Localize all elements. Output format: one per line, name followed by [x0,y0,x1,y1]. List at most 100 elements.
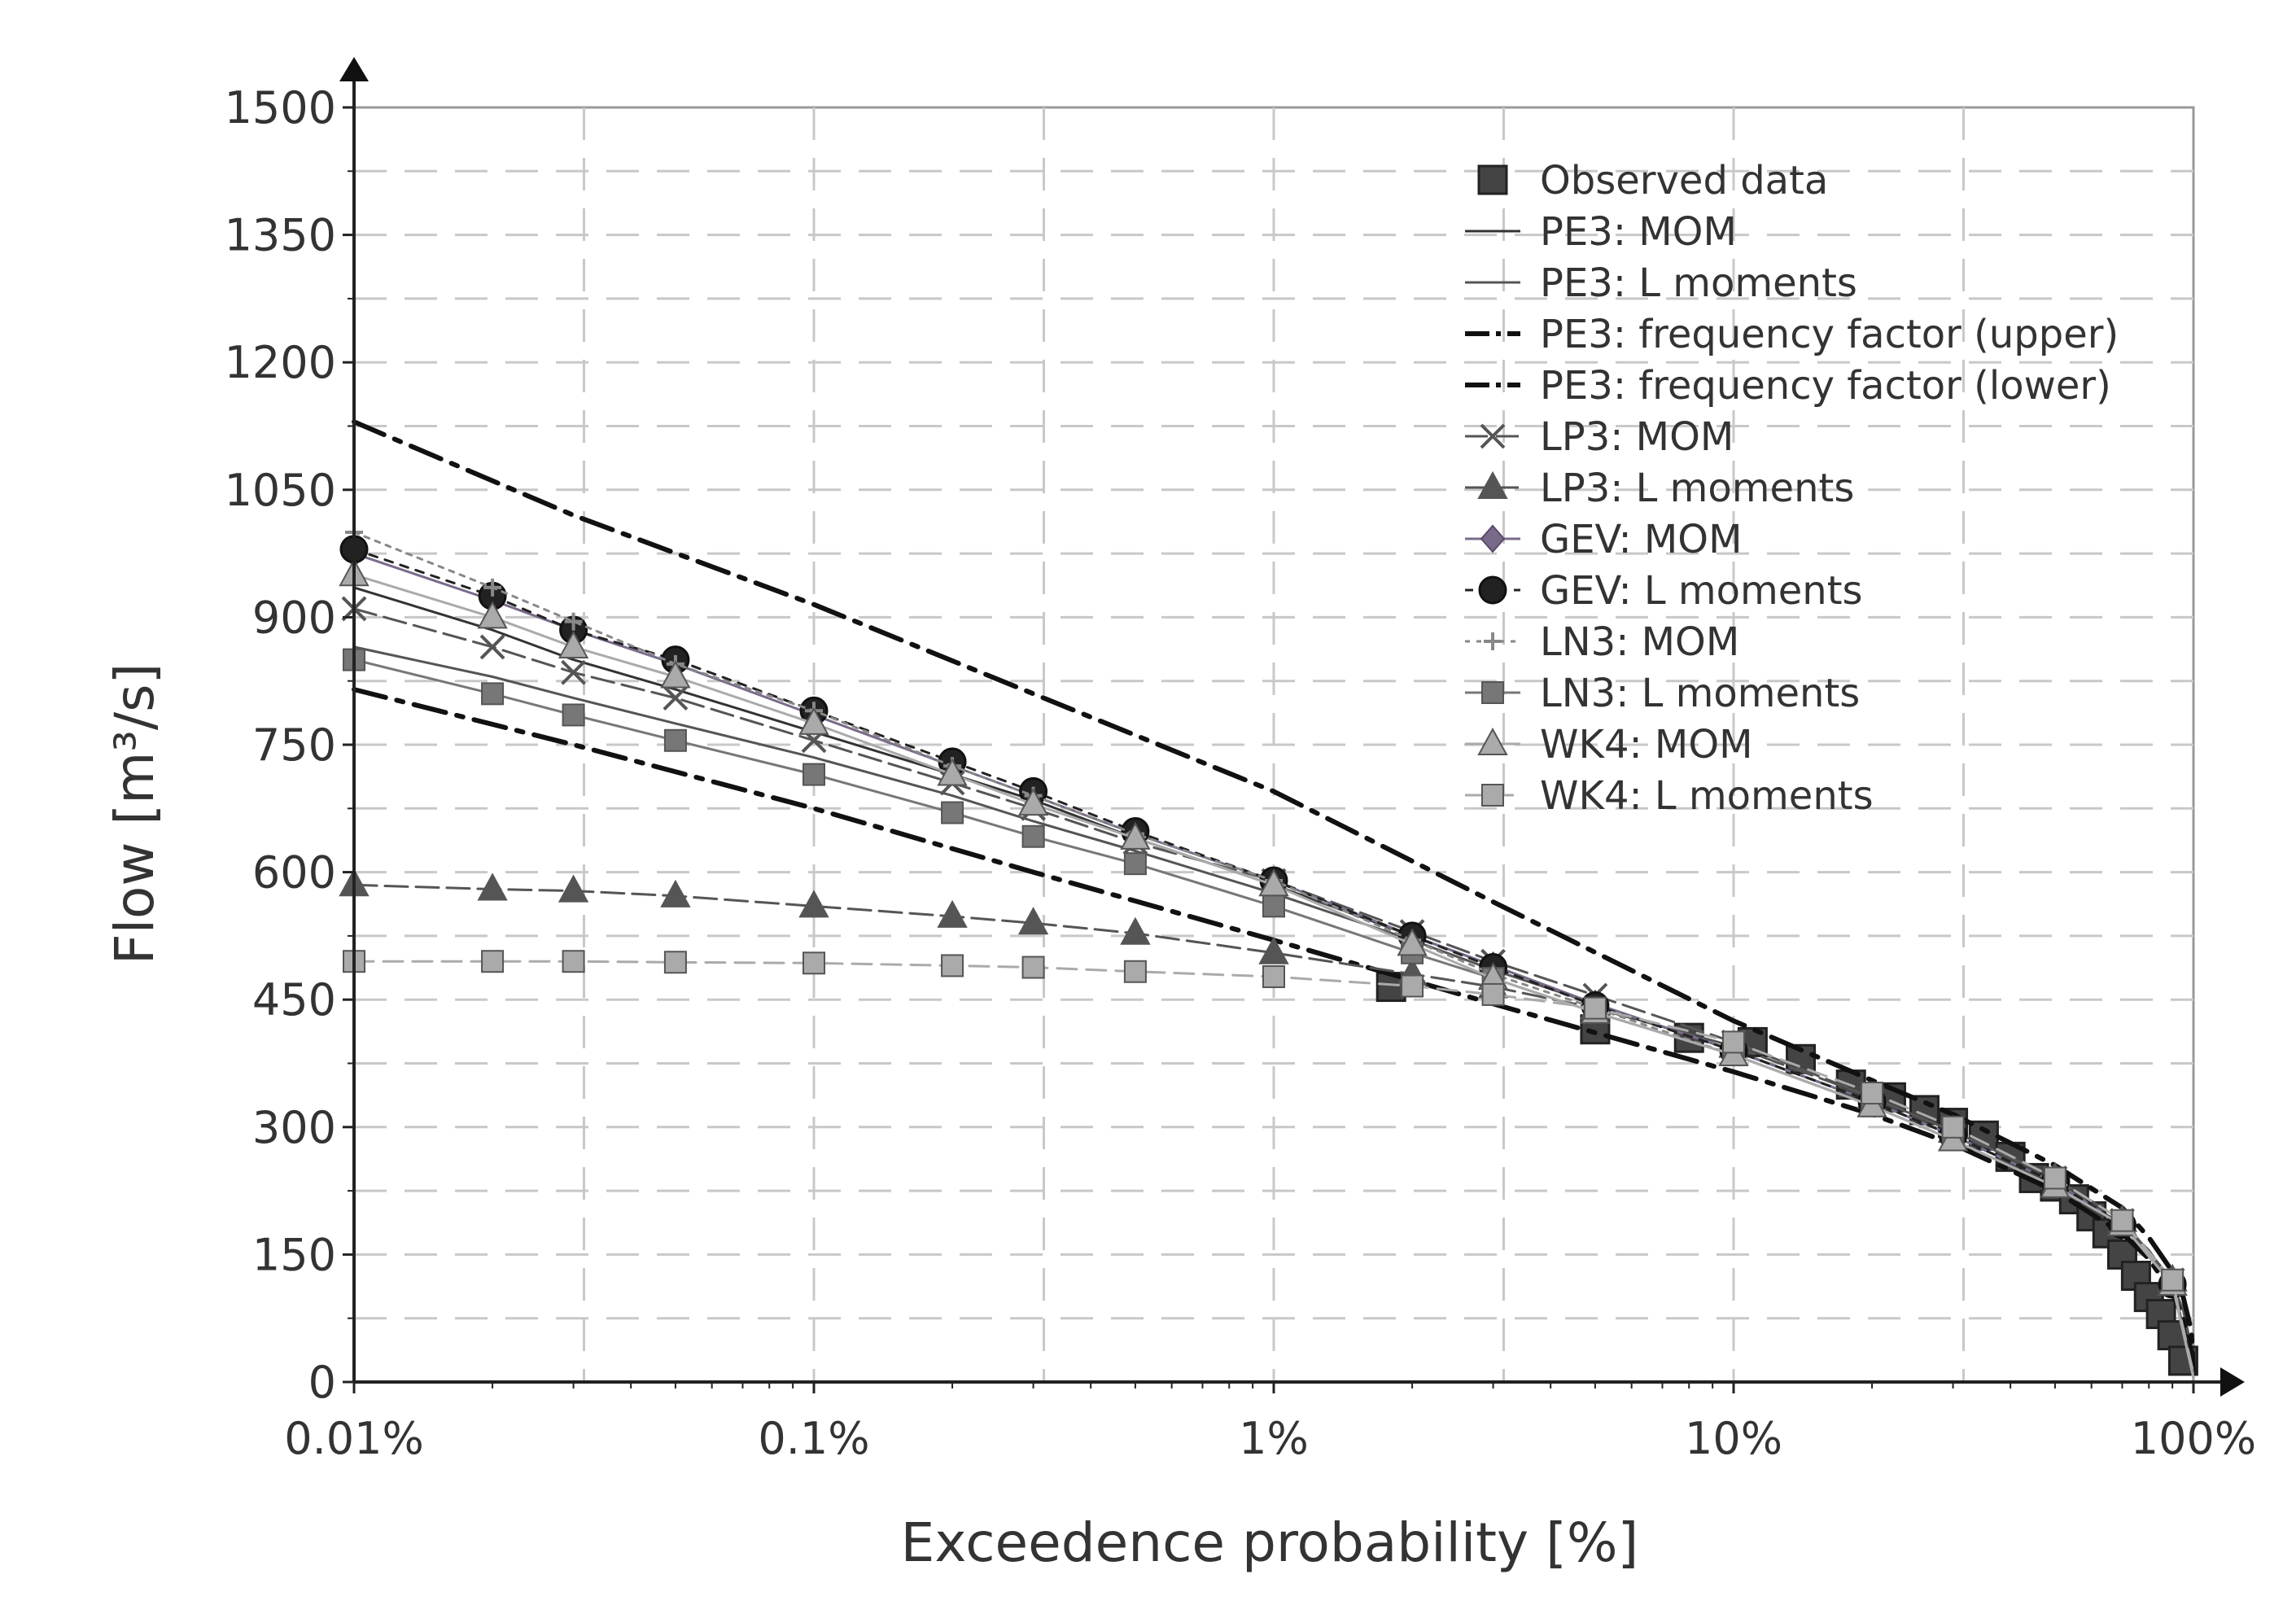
legend-label: GEV: MOM [1540,517,1742,562]
legend-item: LN3: L moments [1465,671,1860,716]
legend-item: PE3: frequency factor (lower) [1465,363,2111,409]
legend-item: Observed data [1477,158,1828,203]
legend: Observed data PE3: MOM PE3: L moments PE3: … [1465,158,2119,819]
data-point [1861,1082,1884,1105]
y-tick-label: 750 [252,719,336,771]
data-point [1123,852,1147,876]
data-point [1258,868,1289,897]
data-point [1481,982,1505,1006]
data-point [1401,974,1424,998]
x-tick-label: 0.1% [758,1413,869,1464]
data-point [1021,824,1045,848]
data-point [1017,907,1049,935]
series-layer [339,419,2198,1380]
y-tick-label: 1350 [225,210,336,261]
data-point [481,682,505,706]
data-point [798,706,829,735]
data-point [660,660,691,689]
data-point [1120,916,1151,945]
legend-item: WK4: MOM [1465,722,1753,768]
data-point [798,890,829,918]
data-point [1478,575,1507,605]
data-point [1481,784,1504,807]
legend-label: PE3: frequency factor (upper) [1540,312,2119,357]
series-line [352,419,2196,1376]
data-point [477,872,508,901]
x-tick-label: 10% [1685,1413,1782,1464]
data-point [564,612,583,631]
data-point [2043,1166,2066,1190]
data-point [558,630,589,658]
y-tick-label: 150 [252,1229,336,1280]
y-tick-label: 1500 [225,82,336,133]
legend-item: LN3: MOM [1465,619,1739,665]
data-point [1941,1115,1965,1139]
y-tick-label: 450 [252,974,336,1026]
legend-label: WK4: L moments [1540,773,1874,819]
data-point [1480,524,1506,553]
legend-item: PE3: MOM [1465,209,1737,255]
data-point [1120,821,1151,850]
x-tick-label: 0.01% [284,1413,424,1464]
series [352,419,2196,1376]
data-point [937,899,968,928]
data-point [1258,936,1289,964]
data-point [479,634,505,660]
legend-label: PE3: L moments [1540,260,1857,306]
data-point [803,763,825,786]
data-point [663,685,689,711]
legend-item: GEV: L moments [1465,568,1863,614]
data-point [1477,164,1508,195]
y-axis-title: Flow [m³/s] [103,663,166,965]
legend-item: LP3: L moments [1465,466,1854,511]
x-tick-label: 1% [1239,1413,1309,1464]
data-point [483,578,502,597]
legend-label: LP3: L moments [1540,466,1854,511]
legend-label: Observed data [1540,158,1828,203]
data-point [1480,423,1506,449]
data-point [1123,960,1147,983]
x-tick-label: 100% [2131,1413,2256,1464]
data-point [941,954,964,977]
grid-layer [352,106,2195,1384]
data-point [663,728,687,752]
data-point [1484,632,1502,650]
legend-item: PE3: L moments [1465,260,1857,306]
data-point [663,951,687,974]
legend-label: WK4: MOM [1540,722,1753,768]
data-point [1021,956,1045,979]
legend-label: PE3: MOM [1540,209,1737,255]
data-point [562,950,585,973]
axes-layer: 0 150 300 450 600 750 900 1050 1200 1350 1500 0.01%… [225,57,2256,1464]
x-axis-title: Exceedence probability [%] [901,1511,1639,1574]
data-point [562,703,585,727]
data-point [477,601,508,629]
data-point [660,879,691,907]
data-point [558,874,589,903]
data-point [1481,681,1504,704]
legend-label: PE3: frequency factor (lower) [1540,363,2111,409]
legend-label: LP3: MOM [1540,414,1734,460]
legend-item: PE3: frequency factor (upper) [1465,312,2119,357]
y-tick-label: 600 [252,847,336,899]
legend-item: GEV: MOM [1465,517,1742,562]
x-axis-arrow [2220,1367,2245,1397]
y-tick-label: 1050 [225,465,336,516]
data-point [1017,788,1049,816]
y-tick-label: 1200 [225,337,336,388]
legend-item: WK4: L moments [1465,773,1874,819]
data-point [1262,965,1285,989]
data-point [803,951,825,975]
data-point [1583,996,1607,1020]
data-point [561,659,586,685]
data-point [1722,1030,1745,1054]
y-tick-label: 300 [252,1102,336,1153]
data-point [481,950,505,973]
y-tick-label: 900 [252,592,336,643]
data-point [1477,470,1508,499]
data-point [941,801,964,824]
data-point [1262,894,1285,918]
